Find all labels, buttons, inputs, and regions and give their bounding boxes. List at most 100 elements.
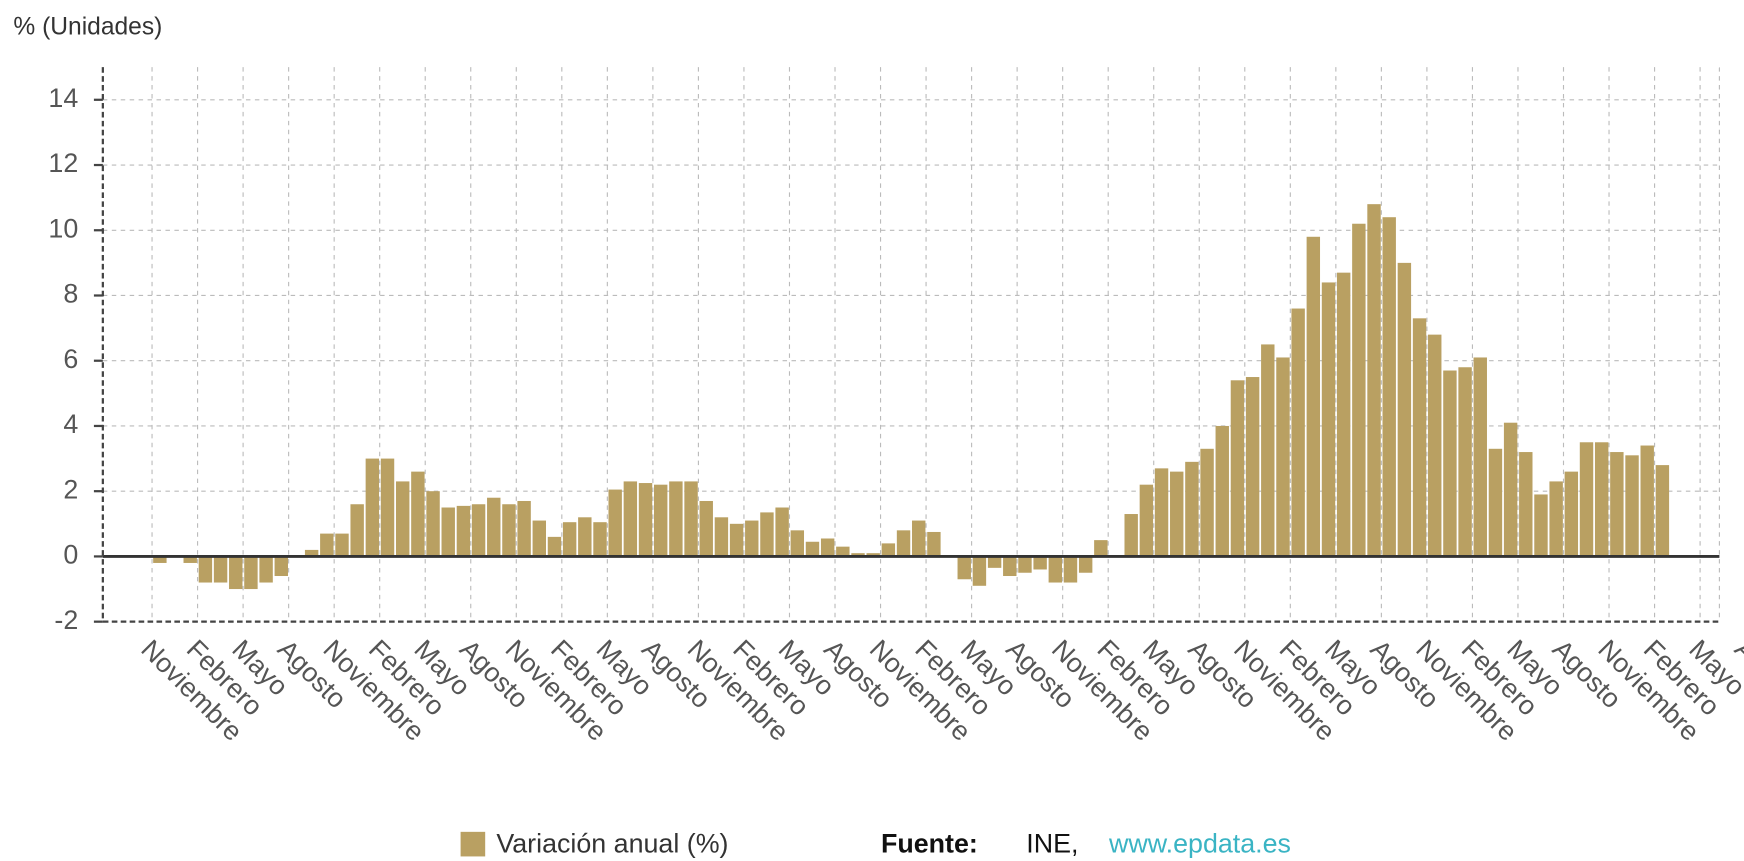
bar	[411, 471, 425, 557]
legend-swatch	[460, 831, 486, 857]
bar	[881, 543, 896, 557]
bar	[395, 481, 410, 557]
bar	[304, 549, 319, 557]
y-tick-label: 12	[48, 148, 78, 178]
bar	[229, 556, 243, 590]
bar	[623, 481, 638, 557]
bar	[1458, 367, 1472, 557]
bar	[259, 556, 273, 583]
bar	[745, 520, 759, 557]
bar	[562, 522, 577, 557]
bar	[1382, 217, 1396, 557]
bar	[608, 489, 622, 557]
bar	[957, 556, 971, 580]
bar	[244, 556, 258, 590]
bar	[1003, 556, 1017, 577]
bar	[1200, 448, 1214, 557]
bar	[1625, 455, 1639, 557]
bar	[1367, 204, 1381, 557]
bar	[1473, 357, 1487, 557]
bar	[1261, 344, 1275, 557]
legend-label: Variación anual (%)	[496, 828, 728, 858]
bar	[426, 491, 440, 557]
source-link[interactable]: www.epdata.es	[1108, 828, 1291, 858]
bar	[851, 553, 865, 557]
y-tick-label: 6	[63, 344, 78, 374]
bar	[547, 536, 562, 557]
bar	[213, 556, 228, 583]
bar	[699, 500, 713, 557]
bar	[198, 556, 213, 583]
bar	[183, 556, 197, 563]
bar	[153, 556, 167, 563]
bar	[1397, 262, 1412, 557]
y-tick-label: 4	[63, 409, 78, 439]
bar	[456, 505, 471, 557]
bar	[836, 546, 850, 557]
y-axis-label: % (Unidades)	[13, 14, 162, 41]
bar	[729, 523, 744, 557]
source-text: INE,	[1026, 828, 1078, 858]
source-label: Fuente:	[881, 828, 978, 858]
bar	[1170, 471, 1184, 557]
bar	[1078, 556, 1093, 573]
bar	[1594, 442, 1609, 557]
bar	[972, 556, 987, 586]
bar	[896, 530, 911, 557]
bar	[1564, 471, 1579, 557]
bar	[441, 507, 455, 557]
bar	[517, 500, 531, 557]
grid	[102, 66, 1720, 623]
bar	[866, 553, 880, 557]
bar	[1503, 422, 1518, 557]
bar	[1579, 442, 1594, 557]
bar	[684, 481, 698, 557]
bar	[1048, 556, 1063, 583]
bar	[1640, 445, 1654, 557]
bar	[1276, 357, 1290, 557]
bar	[1488, 448, 1503, 557]
bar	[1336, 272, 1351, 557]
bar	[320, 533, 334, 557]
bar	[760, 512, 774, 557]
bar	[669, 481, 683, 557]
bar	[335, 533, 349, 557]
y-tick-label: 8	[63, 279, 78, 309]
bar	[1230, 380, 1245, 557]
bar	[532, 520, 546, 557]
bar	[1549, 481, 1563, 557]
bar	[578, 517, 592, 557]
bar	[1519, 452, 1533, 557]
y-tick-label: -2	[54, 605, 78, 635]
bar	[820, 538, 835, 557]
bar	[1428, 334, 1442, 557]
y-tick-label: 2	[63, 474, 78, 504]
bar	[471, 504, 486, 557]
bar	[927, 531, 941, 557]
bar	[380, 458, 395, 557]
y-tick-label: 14	[48, 83, 78, 113]
bar	[1443, 370, 1457, 557]
y-tick-label: 0	[63, 540, 78, 570]
bar	[987, 556, 1002, 568]
bar	[1124, 514, 1138, 557]
bar	[1352, 223, 1366, 557]
bar	[638, 483, 653, 557]
bar	[1018, 556, 1032, 573]
bar	[1185, 461, 1199, 557]
bar	[790, 530, 805, 557]
bar	[1655, 465, 1670, 557]
bar	[775, 507, 789, 557]
bar	[1534, 494, 1548, 557]
bar	[1215, 425, 1229, 557]
bar	[1610, 452, 1624, 557]
bar	[805, 541, 820, 557]
bar	[502, 504, 516, 557]
legend: Variación anual (%) Fuente: INE, www.epd…	[460, 828, 1291, 858]
bar	[1291, 308, 1305, 557]
bar	[1412, 318, 1427, 557]
bar	[487, 497, 501, 557]
y-tick-label: 10	[48, 213, 78, 243]
